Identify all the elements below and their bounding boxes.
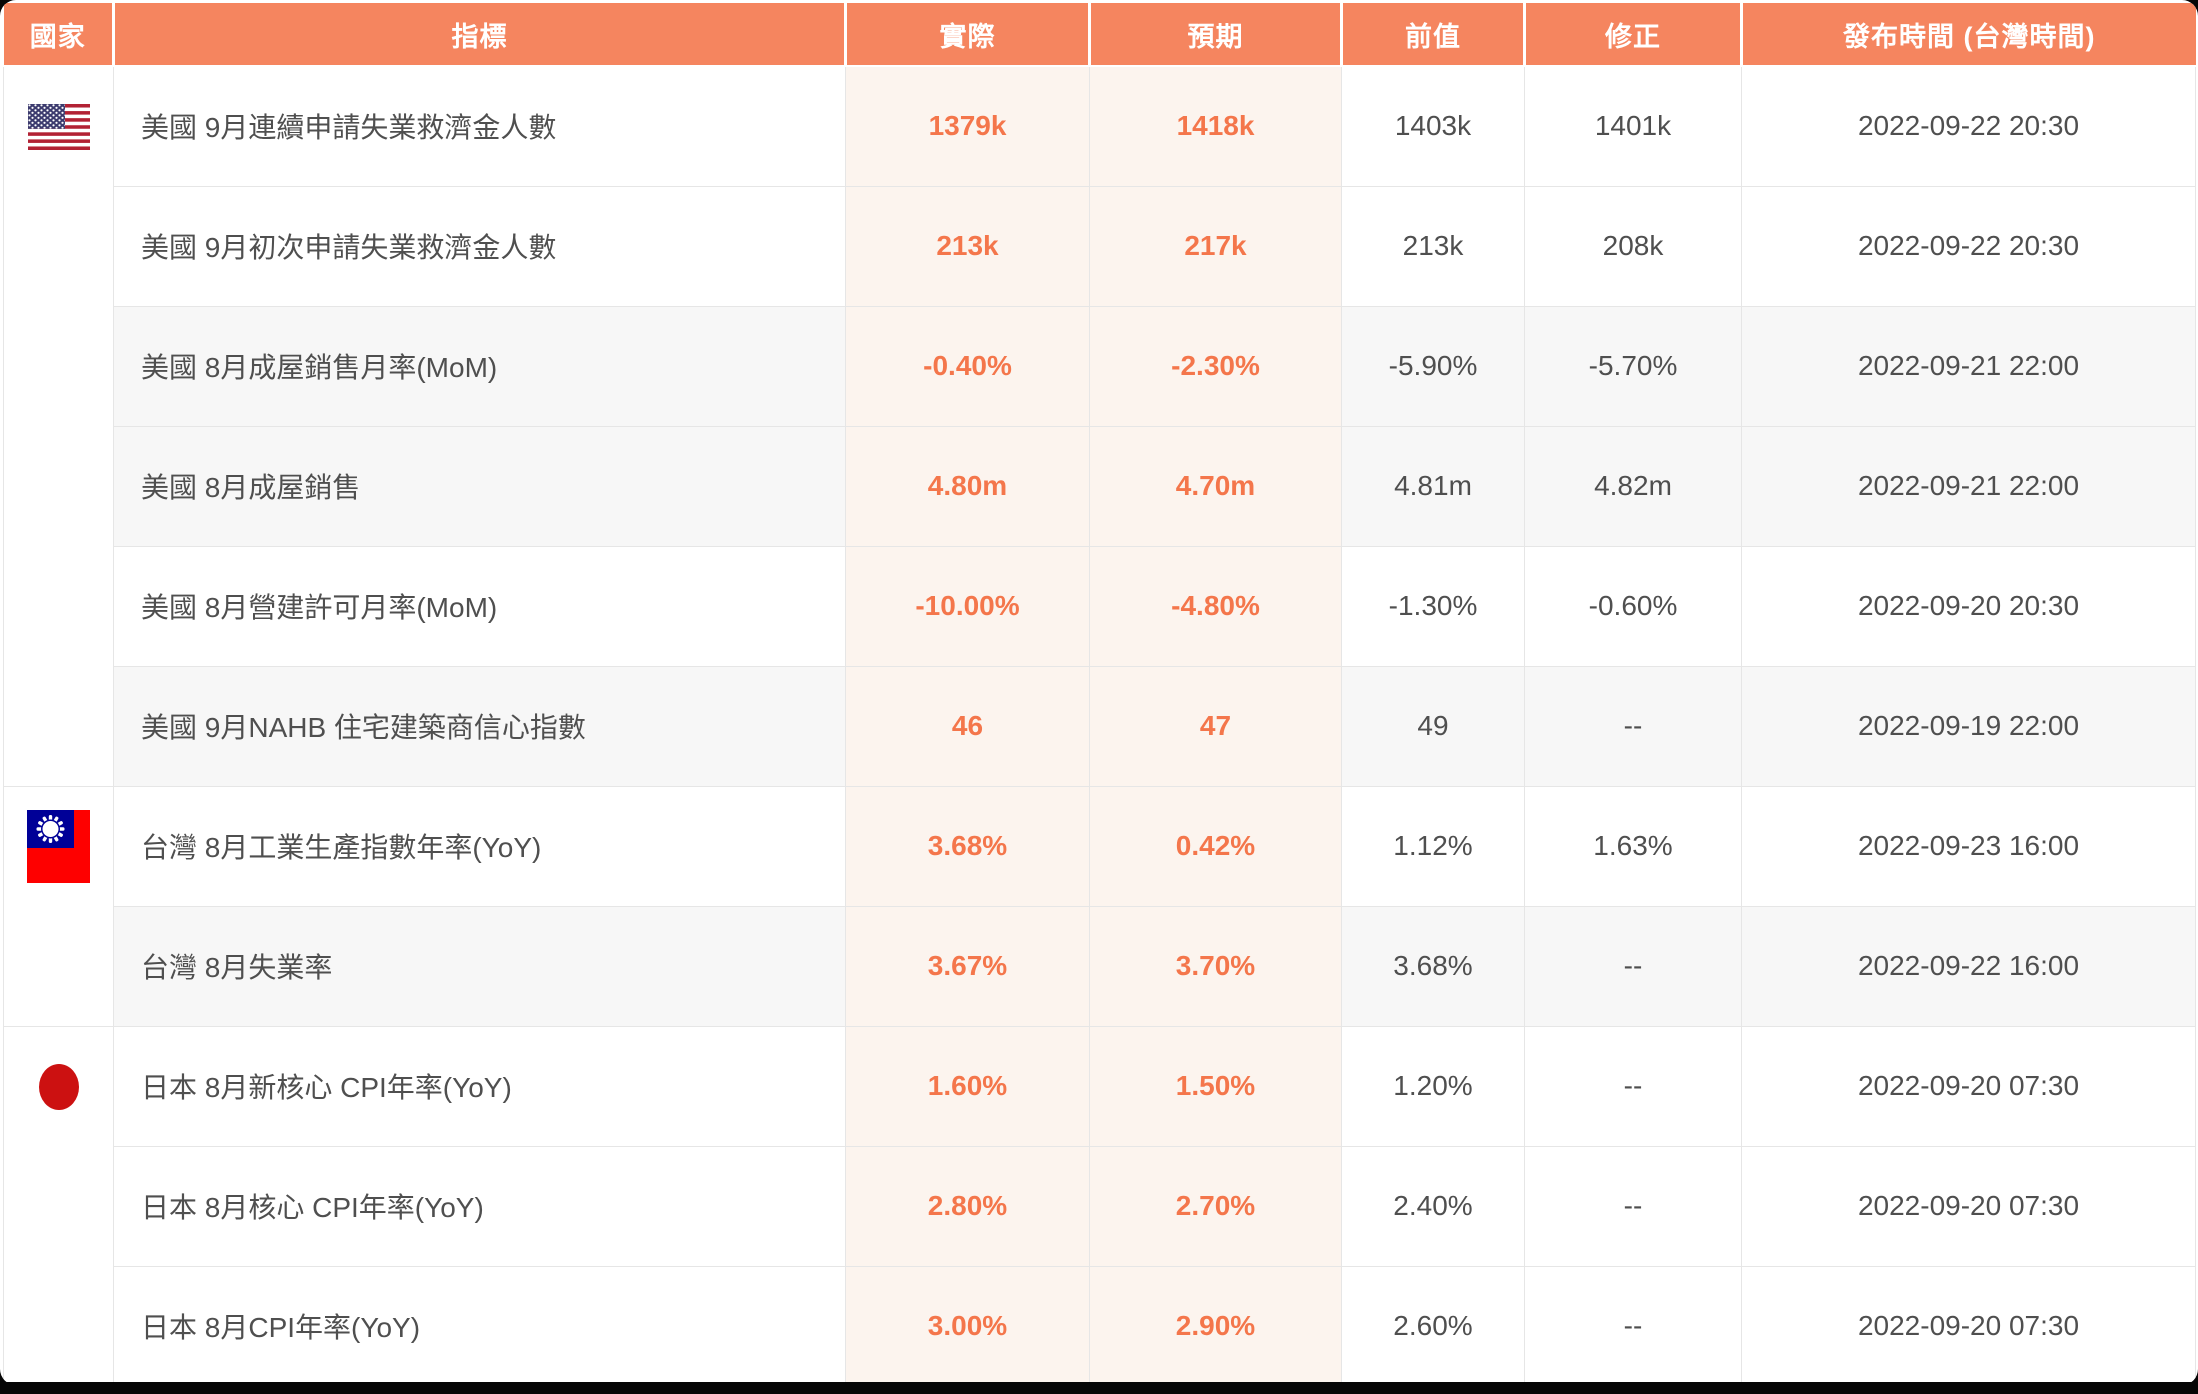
- expected-cell: 1418k: [1089, 65, 1342, 187]
- country-cell-us: [3, 65, 114, 787]
- column-header-revised: 修正: [1524, 3, 1743, 67]
- published-cell: 2022-09-19 22:00: [1741, 665, 2196, 787]
- revised-cell: 4.82m: [1524, 425, 1742, 547]
- published-cell: 2022-09-20 07:30: [1741, 1265, 2196, 1385]
- table-row: 日本 8月核心 CPI年率(YoY) 2.80% 2.70% 2.40% -- …: [4, 1145, 2196, 1267]
- previous-cell: 1.12%: [1341, 785, 1525, 907]
- revised-cell: --: [1524, 1025, 1742, 1147]
- actual-cell: 46: [845, 665, 1090, 787]
- previous-cell: 49: [1341, 665, 1525, 787]
- indicator-cell: 日本 8月CPI年率(YoY): [113, 1265, 846, 1385]
- published-cell: 2022-09-22 16:00: [1741, 905, 2196, 1027]
- previous-cell: 3.68%: [1341, 905, 1525, 1027]
- revised-cell: --: [1524, 665, 1742, 787]
- actual-cell: 1.60%: [845, 1025, 1090, 1147]
- indicator-cell: 美國 9月NAHB 住宅建築商信心指數: [113, 665, 846, 787]
- actual-cell: 3.00%: [845, 1265, 1090, 1385]
- indicator-cell: 美國 8月成屋銷售月率(MoM): [113, 305, 846, 427]
- table-row: 美國 8月成屋銷售 4.80m 4.70m 4.81m 4.82m 2022-0…: [4, 425, 2196, 547]
- table-row: 美國 8月營建許可月率(MoM) -10.00% -4.80% -1.30% -…: [4, 545, 2196, 667]
- table-header: 國家 指標 實際 預期 前值 修正 發布時間 (台灣時間): [3, 3, 2196, 67]
- published-cell: 2022-09-21 22:00: [1741, 425, 2196, 547]
- indicator-cell: 日本 8月新核心 CPI年率(YoY): [113, 1025, 846, 1147]
- previous-cell: 1403k: [1341, 65, 1525, 187]
- revised-cell: -5.70%: [1524, 305, 1742, 427]
- column-header-indicator: 指標: [113, 3, 847, 67]
- table-row: 美國 9月初次申請失業救濟金人數 213k 217k 213k 208k 202…: [4, 185, 2196, 307]
- actual-cell: 2.80%: [845, 1145, 1090, 1267]
- indicator-cell: 台灣 8月失業率: [113, 905, 846, 1027]
- column-header-country: 國家: [3, 3, 115, 67]
- expected-cell: 4.70m: [1089, 425, 1342, 547]
- expected-cell: 3.70%: [1089, 905, 1342, 1027]
- column-header-actual: 實際: [845, 3, 1091, 67]
- table-row: 日本 8月新核心 CPI年率(YoY) 1.60% 1.50% 1.20% --…: [3, 1025, 2196, 1385]
- economic-indicators-table: 國家 指標 實際 預期 前值 修正 發布時間 (台灣時間): [3, 3, 2196, 1385]
- actual-cell: -0.40%: [845, 305, 1090, 427]
- actual-cell: 3.67%: [845, 905, 1090, 1027]
- table-row: 美國 9月NAHB 住宅建築商信心指數 46 47 49 -- 2022-09-…: [4, 665, 2196, 787]
- taiwan-flag-icon: [4, 787, 113, 907]
- expected-cell: 217k: [1089, 185, 1342, 307]
- expected-cell: 47: [1089, 665, 1342, 787]
- expected-cell: -4.80%: [1089, 545, 1342, 667]
- expected-cell: 2.70%: [1089, 1145, 1342, 1267]
- previous-cell: -5.90%: [1341, 305, 1525, 427]
- table-row: 台灣 8月失業率 3.67% 3.70% 3.68% -- 2022-09-22…: [4, 905, 2196, 1027]
- published-cell: 2022-09-23 16:00: [1741, 785, 2196, 907]
- previous-cell: 2.60%: [1341, 1265, 1525, 1385]
- us-flag-icon: [4, 67, 113, 187]
- published-cell: 2022-09-20 20:30: [1741, 545, 2196, 667]
- actual-cell: -10.00%: [845, 545, 1090, 667]
- actual-cell: 1379k: [845, 65, 1090, 187]
- published-cell: 2022-09-22 20:30: [1741, 185, 2196, 307]
- column-header-previous: 前值: [1341, 3, 1526, 67]
- table-row: 日本 8月CPI年率(YoY) 3.00% 2.90% 2.60% -- 202…: [4, 1265, 2196, 1385]
- table-row: 美國 9月連續申請失業救濟金人數 1379k 1418k 1403k 1401k…: [3, 65, 2196, 787]
- published-cell: 2022-09-20 07:30: [1741, 1025, 2196, 1147]
- indicator-cell: 美國 9月連續申請失業救濟金人數: [113, 65, 846, 187]
- published-cell: 2022-09-21 22:00: [1741, 305, 2196, 427]
- column-header-expected: 預期: [1089, 3, 1343, 67]
- expected-cell: 0.42%: [1089, 785, 1342, 907]
- actual-cell: 3.68%: [845, 785, 1090, 907]
- actual-cell: 4.80m: [845, 425, 1090, 547]
- revised-cell: 1401k: [1524, 65, 1742, 187]
- actual-cell: 213k: [845, 185, 1090, 307]
- published-cell: 2022-09-22 20:30: [1741, 65, 2196, 187]
- table-row: 美國 8月成屋銷售月率(MoM) -0.40% -2.30% -5.90% -5…: [4, 305, 2196, 427]
- previous-cell: 1.20%: [1341, 1025, 1525, 1147]
- indicator-cell: 台灣 8月工業生產指數年率(YoY): [113, 785, 846, 907]
- revised-cell: -0.60%: [1524, 545, 1742, 667]
- table-row: 台灣 8月工業生產指數年率(YoY) 3.68% 0.42% 1.12% 1.6…: [3, 785, 2196, 1027]
- expected-cell: 1.50%: [1089, 1025, 1342, 1147]
- indicator-cell: 日本 8月核心 CPI年率(YoY): [113, 1145, 846, 1267]
- previous-cell: 4.81m: [1341, 425, 1525, 547]
- bottom-frame-edge: [0, 1382, 2198, 1394]
- column-header-published: 發布時間 (台灣時間): [1741, 3, 2196, 67]
- published-cell: 2022-09-20 07:30: [1741, 1145, 2196, 1267]
- expected-cell: -2.30%: [1089, 305, 1342, 427]
- previous-cell: 2.40%: [1341, 1145, 1525, 1267]
- previous-cell: 213k: [1341, 185, 1525, 307]
- indicator-cell: 美國 8月營建許可月率(MoM): [113, 545, 846, 667]
- expected-cell: 2.90%: [1089, 1265, 1342, 1385]
- header-row: 國家 指標 實際 預期 前值 修正 發布時間 (台灣時間): [3, 3, 2196, 67]
- revised-cell: --: [1524, 1265, 1742, 1385]
- indicator-cell: 美國 8月成屋銷售: [113, 425, 846, 547]
- revised-cell: --: [1524, 905, 1742, 1027]
- revised-cell: --: [1524, 1145, 1742, 1267]
- country-cell-taiwan: [3, 785, 114, 1027]
- country-cell-japan: [3, 1025, 114, 1385]
- indicator-cell: 美國 9月初次申請失業救濟金人數: [113, 185, 846, 307]
- japan-flag-icon: [4, 1027, 113, 1147]
- revised-cell: 1.63%: [1524, 785, 1742, 907]
- previous-cell: -1.30%: [1341, 545, 1525, 667]
- revised-cell: 208k: [1524, 185, 1742, 307]
